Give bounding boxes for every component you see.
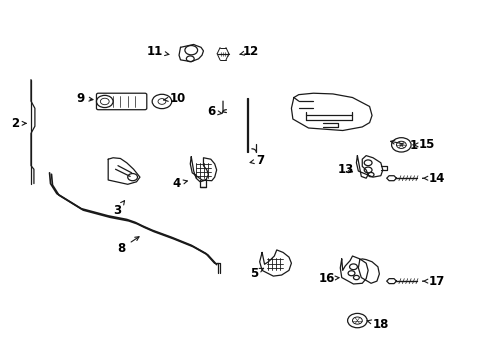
Text: 6: 6 <box>208 105 222 118</box>
Text: 12: 12 <box>240 45 259 58</box>
Text: 10: 10 <box>164 92 186 105</box>
Text: 16: 16 <box>319 272 339 285</box>
Text: 1: 1 <box>391 139 417 152</box>
Text: 4: 4 <box>172 177 187 190</box>
Text: 2: 2 <box>11 117 26 130</box>
Text: 17: 17 <box>423 275 444 288</box>
Text: 11: 11 <box>147 45 169 58</box>
Text: 3: 3 <box>113 201 124 217</box>
Text: 7: 7 <box>250 154 265 167</box>
Text: 8: 8 <box>118 237 139 255</box>
Text: 15: 15 <box>413 138 435 151</box>
Text: 9: 9 <box>76 92 93 105</box>
Text: 5: 5 <box>250 267 264 280</box>
Text: 13: 13 <box>338 163 354 176</box>
Text: 14: 14 <box>423 172 445 185</box>
Text: 18: 18 <box>367 318 389 331</box>
